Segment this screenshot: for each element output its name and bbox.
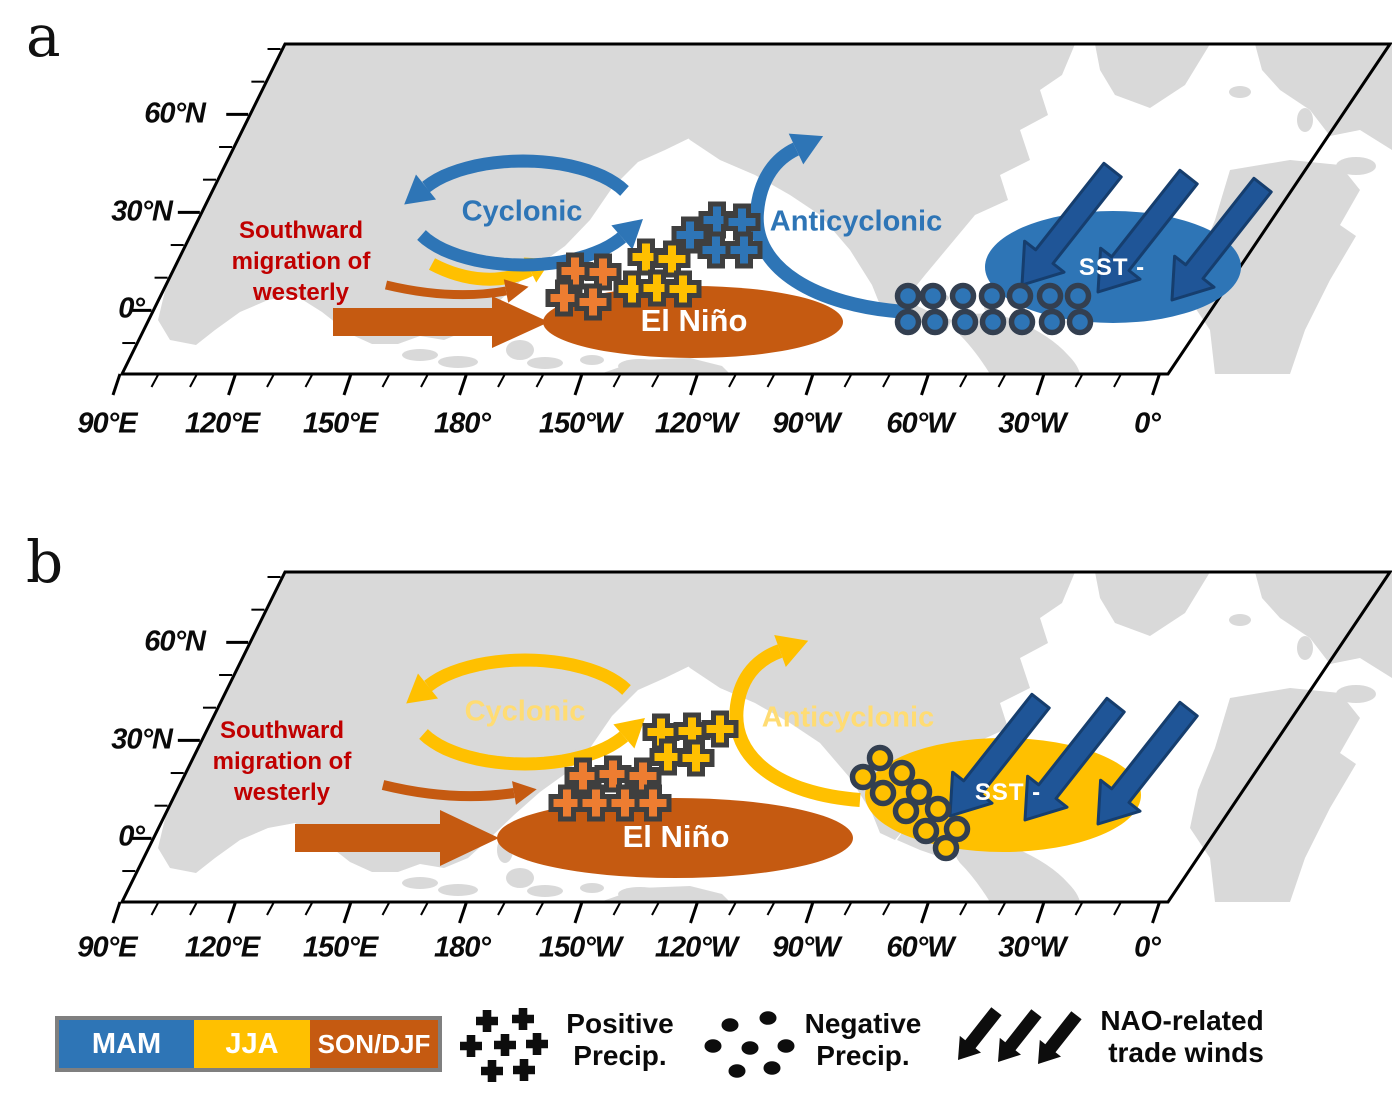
westerly-note-line: Southward <box>239 217 363 244</box>
lon-label: 120°W <box>654 407 738 440</box>
lon-label: 150°W <box>538 407 622 440</box>
negative-precip-markers <box>894 282 1094 336</box>
lon-label: 90°E <box>77 931 137 964</box>
el-nino-label: El Niño <box>622 819 730 854</box>
lon-label: 30°W <box>998 407 1066 440</box>
sst-label: SST - <box>974 779 1042 806</box>
legend-icons <box>460 1007 1082 1082</box>
lon-label: 60°W <box>886 407 954 440</box>
sst-label: SST - <box>1078 254 1146 281</box>
lon-label: 180° <box>434 931 491 964</box>
lon-label: 90°E <box>77 407 137 440</box>
lon-label: 150°E <box>302 407 378 440</box>
lat-label: 30°N <box>111 195 173 228</box>
anticyclonic-label: Anticyclonic <box>769 205 943 238</box>
season-color-bar: MAM JJA SON/DJF <box>55 1016 442 1072</box>
cyclonic-label: Cyclonic <box>464 695 586 728</box>
season-segment-sondjf: SON/DJF <box>310 1020 438 1068</box>
trade-winds-label: NAO-related <box>1100 1005 1264 1036</box>
negative-precip-label: Negative <box>804 1008 922 1039</box>
lat-label: 60°N <box>144 625 206 658</box>
westerly-note-line: Southward <box>220 717 344 744</box>
season-segment-mam: MAM <box>59 1020 194 1068</box>
annotations-panel-b <box>295 635 1199 878</box>
panel-a-letter: a <box>26 2 61 70</box>
cyclonic-label: Cyclonic <box>461 195 583 228</box>
lon-label: 0° <box>1134 931 1161 964</box>
lon-label: 60°W <box>886 931 954 964</box>
lon-label: 90°W <box>772 407 840 440</box>
positive-precip-label: Precip. <box>573 1040 667 1071</box>
lon-label: 0° <box>1134 407 1161 440</box>
positive-precip-label: Positive <box>566 1008 674 1039</box>
lat-label: 0° <box>118 292 145 325</box>
westerly-note-line: westerly <box>252 279 350 306</box>
lat-label: 30°N <box>111 723 173 756</box>
positive-precip-markers <box>548 710 739 822</box>
panel-b-letter: b <box>26 528 64 596</box>
lon-label: 120°E <box>184 931 260 964</box>
westerly-note-line: westerly <box>233 779 331 806</box>
map-border-panel-b <box>119 570 1392 904</box>
axis-ticks-panel-b <box>111 576 1161 924</box>
lon-label: 120°E <box>184 407 260 440</box>
lon-label: 30°W <box>998 931 1066 964</box>
el-nino-label: El Niño <box>640 303 748 338</box>
lon-label: 150°E <box>302 931 378 964</box>
map-border-panel-a <box>119 42 1392 376</box>
westerly-note-line: migration of <box>212 748 352 775</box>
lon-label: 150°W <box>538 931 622 964</box>
lon-label: 90°W <box>772 931 840 964</box>
trade-winds-label: trade winds <box>1108 1037 1264 1068</box>
lat-label: 60°N <box>144 97 206 130</box>
lat-label: 0° <box>118 820 145 853</box>
annotations-panel-a <box>333 133 1273 358</box>
season-segment-jja: JJA <box>194 1020 310 1068</box>
negative-precip-label: Precip. <box>816 1040 910 1071</box>
lon-label: 120°W <box>654 931 738 964</box>
negative-precip-markers <box>849 744 971 862</box>
positive-precip-markers <box>545 201 763 321</box>
axis-ticks-panel-a <box>111 48 1161 396</box>
anticyclonic-label: Anticyclonic <box>761 701 935 734</box>
westerly-note-line: migration of <box>231 248 371 275</box>
lon-label: 180° <box>434 407 491 440</box>
